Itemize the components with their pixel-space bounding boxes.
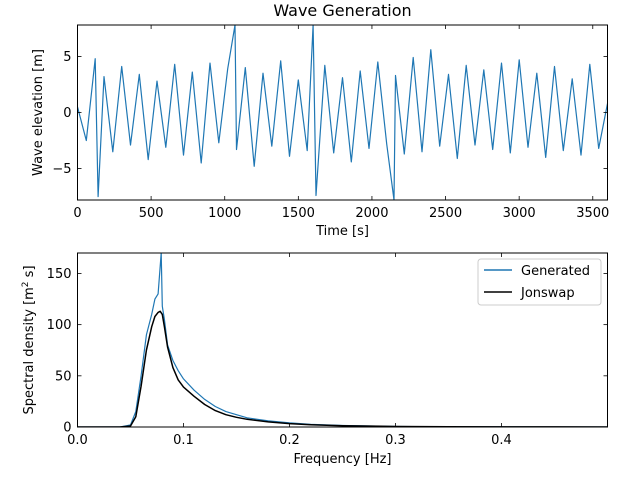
legend-jonswap-label: Jonswap [520, 286, 575, 301]
y-tick-label: 150 [47, 267, 72, 282]
top-axis-ticks: 0 500 1000 1500 2000 2500 3000 3500 −5 0 5 [52, 25, 609, 221]
ylabel-superscript: 2 [21, 281, 31, 287]
x-tick-label: 2500 [429, 206, 462, 221]
y-tick-label: 50 [55, 369, 72, 384]
x-tick-label: 0.2 [279, 433, 300, 448]
bottom-x-axis-label: Frequency [Hz] [293, 452, 391, 467]
legend-generated-label: Generated [521, 264, 590, 279]
x-tick-label: 1000 [208, 206, 241, 221]
y-tick-label: 100 [47, 318, 72, 333]
chart-title: Wave Generation [273, 1, 411, 20]
time-series-panel: Wave Generation 0 500 1000 1500 2000 2500 3000… [31, 1, 609, 239]
wave-elevation-line [77, 25, 608, 200]
x-tick-label: 0 [73, 206, 81, 221]
jonswap-line [77, 310, 608, 427]
ylabel-tail: s] [22, 265, 37, 281]
y-tick-label: 0 [63, 421, 71, 436]
bottom-y-axis-label: Spectral density [m2 s] [21, 265, 37, 414]
wave-elevation-series [77, 25, 608, 200]
legend: Generated Jonswap [477, 258, 602, 306]
x-tick-label: 500 [139, 206, 164, 221]
y-tick-label: 5 [63, 50, 71, 65]
x-tick-label: 0.0 [67, 433, 88, 448]
bottom-axis-ticks: 0.0 0.1 0.2 0.3 0.4 0 50 100 150 [47, 253, 608, 448]
top-y-axis-label: Wave elevation [m] [31, 49, 46, 176]
y-tick-label: 0 [63, 106, 71, 121]
x-tick-label: 0.3 [385, 433, 406, 448]
top-x-axis-label: Time [s] [315, 224, 369, 239]
ylabel-main: Spectral density [m [22, 287, 37, 414]
top-axes-frame [77, 24, 608, 201]
bottom-axes-frame [77, 252, 608, 428]
x-tick-label: 3500 [576, 206, 609, 221]
y-tick-label: −5 [52, 162, 71, 177]
x-tick-label: 0.1 [173, 433, 194, 448]
spectrum-series [77, 253, 608, 427]
x-tick-label: 1500 [282, 206, 315, 221]
x-tick-label: 0.4 [491, 433, 512, 448]
x-tick-label: 3000 [503, 206, 536, 221]
x-tick-label: 2000 [355, 206, 388, 221]
